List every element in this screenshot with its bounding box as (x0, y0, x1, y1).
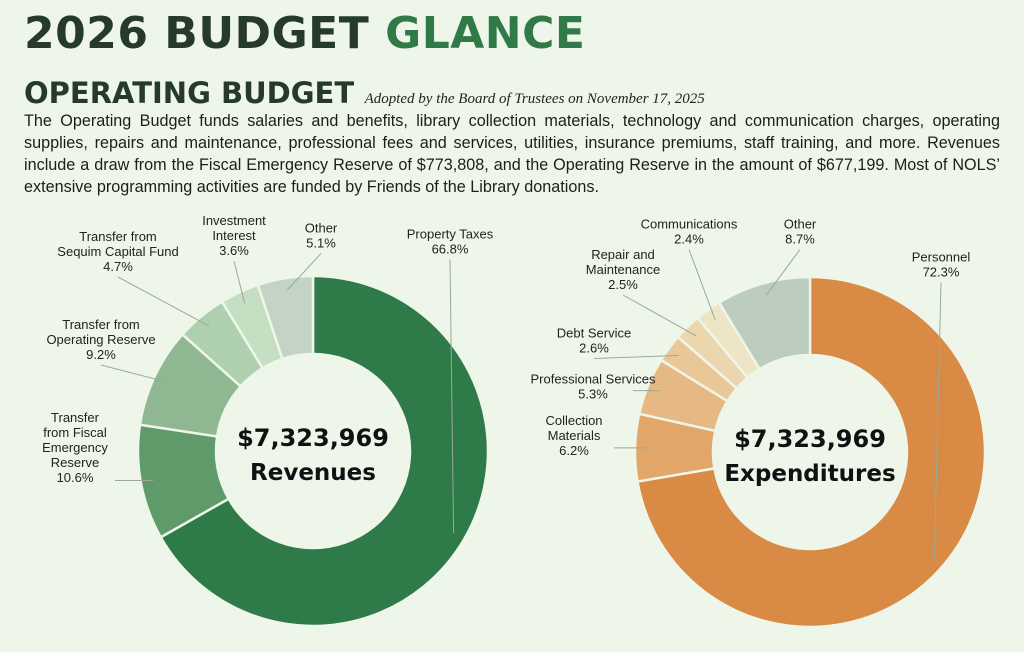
slice-0-0 (159, 274, 490, 628)
section-title: OPERATING BUDGET (24, 76, 355, 110)
slice-0-5 (256, 274, 315, 361)
leader-line (688, 249, 716, 320)
slice-label: Transfer from Operating Reserve 9.2% (46, 317, 155, 362)
slice-label: Transfer from Fiscal Emergency Reserve 10.6% (42, 410, 108, 485)
leader-line (117, 276, 210, 327)
slice-1-0 (636, 275, 987, 629)
slice-label: Repair and Maintenance 2.5% (586, 247, 660, 292)
slice-label: Other 8.7% (784, 217, 817, 247)
slice-1-6 (717, 275, 812, 371)
title-accent: GLANCE (385, 8, 586, 59)
center-amount: $7,323,969 (237, 424, 389, 452)
center-label: Expenditures (724, 461, 895, 487)
leader-line (100, 364, 166, 383)
slice-label: Transfer from Sequim Capital Fund 4.7% (57, 229, 178, 274)
page-title: 2026 BUDGET GLANCE (24, 8, 585, 59)
leader-line (593, 355, 679, 359)
leader-line (622, 294, 697, 337)
title-main: 2026 BUDGET (24, 8, 370, 59)
description-paragraph: The Operating Budget funds salaries and … (24, 112, 1000, 196)
slice-label: Communications 2.4% (641, 217, 738, 247)
donut-chart-expenditures: Personnel 72.3% Collection Materials 6.2% Pro… (531, 217, 987, 629)
slice-label: Property Taxes 66.8% (407, 227, 494, 257)
leader-line (933, 282, 942, 557)
slice-label: Collection Materials 6.2% (545, 413, 602, 458)
leader-line (449, 259, 455, 533)
slice-label: Debt Service 2.6% (557, 326, 631, 356)
donut-chart-revenues: Property Taxes 66.8% Transfer from Fiscal Em… (42, 213, 494, 628)
slice-label: Professional Services 5.3% (531, 372, 656, 402)
slice-label: Personnel 72.3% (912, 250, 971, 280)
center-label: Revenues (250, 460, 376, 486)
leader-line (233, 260, 246, 304)
leader-line (765, 249, 801, 296)
slice-label: Other 5.1% (305, 221, 338, 251)
leader-line (286, 253, 322, 291)
center-amount: $7,323,969 (734, 425, 886, 453)
adopted-note: Adopted by the Board of Trustees on Nove… (364, 91, 705, 107)
subtitle-row: OPERATING BUDGET Adopted by the Board of… (24, 76, 705, 110)
slice-label: Investment Interest 3.6% (202, 213, 266, 258)
